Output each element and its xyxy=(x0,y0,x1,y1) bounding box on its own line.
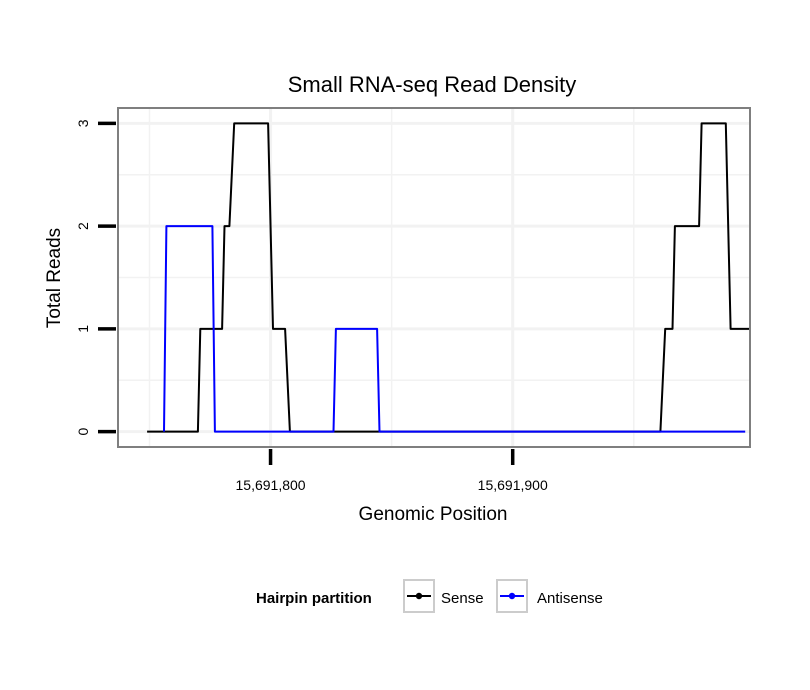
y-tick-label: 0 xyxy=(75,427,91,435)
series-layer xyxy=(147,122,751,433)
legend-item-antisense: Antisense xyxy=(496,579,603,613)
legend-marker-antisense xyxy=(508,592,516,600)
y-axis-title: Total Reads xyxy=(44,228,65,328)
plot-panel-border xyxy=(117,107,751,448)
chart-title: Small RNA-seq Read Density xyxy=(288,72,577,97)
legend-label-sense: Sense xyxy=(441,590,484,607)
legend-item-sense: Sense xyxy=(403,579,484,613)
y-tick-label: 3 xyxy=(75,119,91,127)
legend-title: Hairpin partition xyxy=(256,590,372,607)
y-axis: 0 1 2 3 xyxy=(75,119,116,435)
series-line-antisense xyxy=(163,225,746,433)
x-axis: 15,691,800 15,691,900 xyxy=(236,449,548,493)
legend-label-antisense: Antisense xyxy=(537,590,603,607)
x-tick-label: 15,691,800 xyxy=(236,477,306,493)
y-tick-label: 2 xyxy=(75,222,91,230)
x-tick-label: 15,691,900 xyxy=(478,477,548,493)
legend: Hairpin partition Sense Antisense xyxy=(256,579,603,613)
x-axis-title: Genomic Position xyxy=(359,504,508,525)
legend-marker-sense xyxy=(415,592,423,600)
y-tick-label: 1 xyxy=(75,325,91,333)
